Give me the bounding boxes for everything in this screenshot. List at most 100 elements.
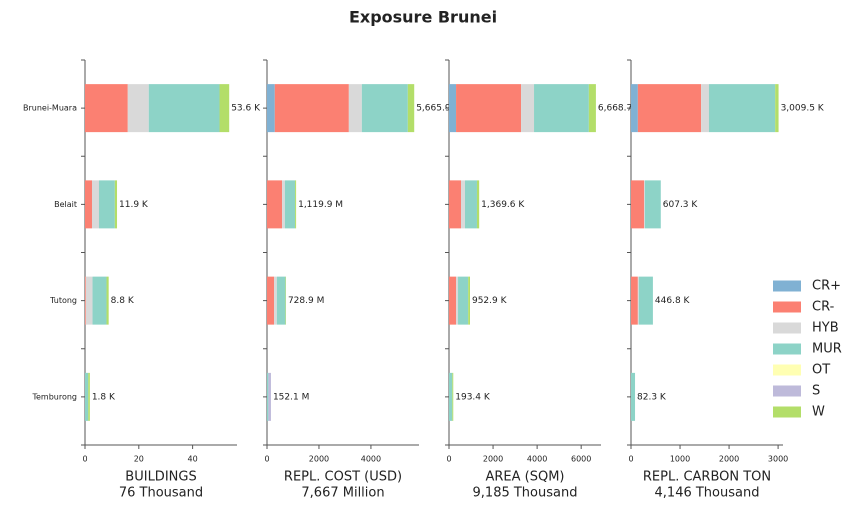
bar-segment [219,84,230,133]
total-label: 193.4 K [455,392,491,402]
total-label: 1,119.9 M [298,200,343,210]
bar-segment [464,180,477,229]
bar-segment [267,180,283,229]
bar-segment [644,180,661,229]
x-tick-label: 4000 [361,455,381,464]
bar-segment [88,372,90,421]
x-tick-label: 6000 [571,455,591,464]
x-axis-subtitle: 76 Thousand [119,486,203,501]
bar-segment [85,372,89,421]
bar-segment [361,84,408,133]
bar-segment [85,180,92,229]
bar-segment [468,276,470,325]
x-tick-label: 0 [628,455,633,464]
bar-segment [348,84,362,133]
chart-title: Exposure Brunei [349,8,497,27]
bar-segment [114,180,118,229]
bar-segment [461,180,465,229]
total-label: 1.8 K [92,392,116,402]
total-label: 728.9 M [288,296,324,306]
x-tick-label: 0 [82,455,87,464]
legend-swatch [773,280,801,292]
legend-swatch [773,406,801,418]
bar-segment [85,276,93,325]
total-label: 607.3 K [663,200,699,210]
x-axis-label: BUILDINGS [125,470,196,485]
bar-segment [449,84,457,133]
bar-segment [458,276,469,325]
legend-swatch [773,322,801,334]
legend-label: CR+ [812,279,841,294]
x-axis-label: REPL. CARBON TON [643,470,771,485]
bar-segment [274,276,277,325]
bar-segment [92,276,107,325]
x-tick-label: 0 [264,455,269,464]
total-label: 53.6 K [231,104,261,114]
bar-segment [91,180,99,229]
legend-label: OT [812,363,830,378]
total-label: 952.9 K [472,296,508,306]
bar-segment [295,180,297,229]
y-tick-label: Tutong [49,296,77,305]
legend-label: CR- [812,300,835,315]
bar-segment [534,84,589,133]
x-tick-label: 2000 [719,455,739,464]
x-tick-label: 3000 [768,455,788,464]
x-axis-subtitle: 7,667 Million [301,486,384,501]
bar-segment [449,276,457,325]
total-label: 11.9 K [119,200,149,210]
x-tick-label: 2000 [309,455,329,464]
bar-segment [85,84,128,133]
total-label: 446.8 K [655,296,691,306]
bar-segment [708,84,776,133]
bar-segment [643,180,645,229]
bar-segment [282,180,285,229]
bar-segment [267,372,269,421]
bar-segment [637,84,702,133]
legend-swatch [773,301,801,313]
x-tick-label: 2000 [483,455,503,464]
x-axis-subtitle: 4,146 Thousand [655,486,760,501]
x-tick-label: 20 [134,455,144,464]
legend-swatch [773,343,801,355]
x-tick-label: 4000 [527,455,547,464]
bar-segment [98,180,115,229]
x-axis-subtitle: 9,185 Thousand [473,486,578,501]
bar-segment [276,276,286,325]
bar-segment [106,276,109,325]
x-axis-label: REPL. COST (USD) [284,470,402,485]
bar-segment [476,180,480,229]
legend-label: MUR [812,342,842,357]
bar-segment [638,276,653,325]
bar-segment [456,276,459,325]
x-tick-label: 1000 [670,455,690,464]
bar-segment [775,84,779,133]
y-tick-label: Temburong [31,392,77,401]
total-label: 152.1 M [273,392,309,402]
bar-segment [521,84,535,133]
total-label: 82.3 K [637,392,667,402]
legend-label: W [812,405,825,420]
total-label: 3,009.5 K [781,104,825,114]
total-label: 6,668.7 [598,104,632,114]
bar-segment [268,372,271,421]
bar-segment [456,84,522,133]
bar-segment [588,84,596,133]
bar-segment [631,180,644,229]
legend-label: S [812,384,820,399]
bar-segment [631,276,638,325]
bar-segment [267,276,275,325]
legend-label: HYB [812,321,839,336]
x-tick-label: 0 [446,455,451,464]
total-label: 8.8 K [111,296,135,306]
bar-segment [637,276,639,325]
bar-segment [148,84,220,133]
bar-segment [407,84,415,133]
bar-segment [127,84,149,133]
total-label: 1,369.6 K [481,200,525,210]
x-axis-label: AREA (SQM) [485,470,564,485]
bar-segment [701,84,709,133]
bar-segment [284,180,296,229]
bar-segment [85,276,86,325]
total-label: 5,665.9 [416,104,451,114]
